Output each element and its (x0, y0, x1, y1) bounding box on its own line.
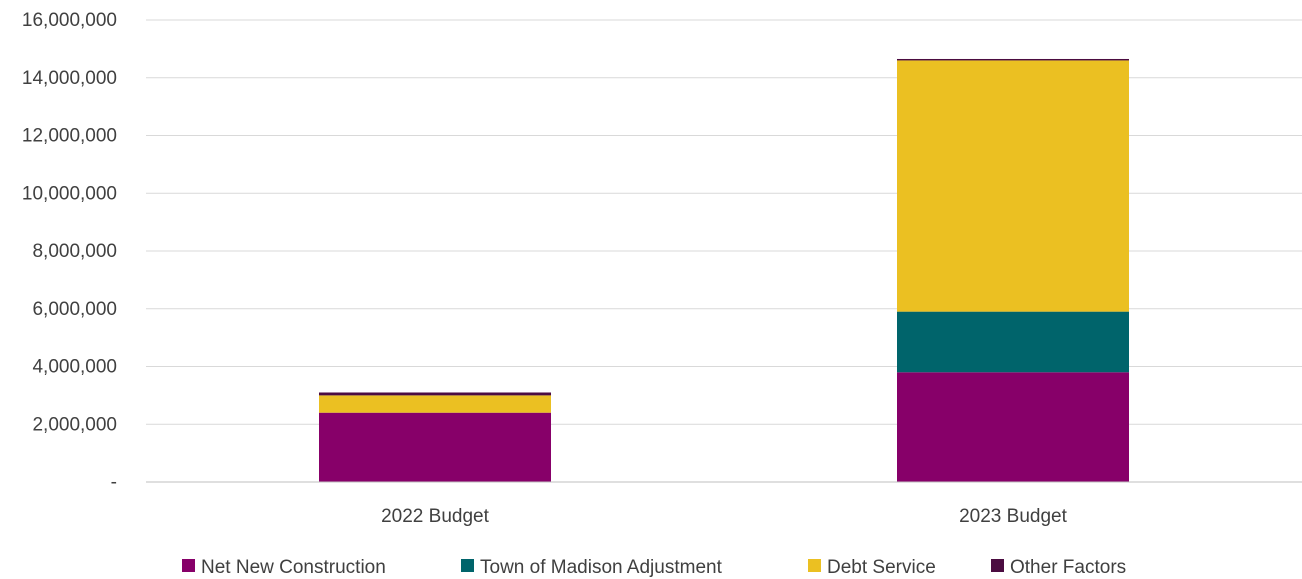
legend-label: Net New Construction (201, 557, 386, 578)
legend-label: Debt Service (827, 557, 936, 578)
bars (319, 58, 1129, 482)
legend: Net New Construction Town of Madison Adju… (182, 557, 1126, 578)
y-tick-label: - (111, 472, 117, 493)
y-tick-label: 8,000,000 (32, 241, 117, 262)
x-axis: 2022 Budget 2023 Budget (146, 481, 1302, 527)
legend-label: Town of Madison Adjustment (480, 557, 723, 578)
legend-swatch (808, 559, 821, 572)
y-axis-tick-labels: - 2,000,000 4,000,000 6,000,000 8,000,000 10,… (22, 10, 117, 493)
bar-segment-town-of-madison-adjustment (897, 311, 1129, 373)
y-tick-label: 10,000,000 (22, 183, 117, 204)
x-tick-label: 2022 Budget (381, 506, 489, 527)
bar-segment-net-new-construction (897, 372, 1129, 482)
legend-swatch (461, 559, 474, 572)
y-tick-label: 2,000,000 (32, 414, 117, 435)
bar-segment-other-factors (897, 58, 1129, 61)
y-tick-label: 16,000,000 (22, 10, 117, 31)
legend-label: Other Factors (1010, 557, 1126, 578)
bar-segment-other-factors (319, 392, 551, 396)
x-tick-label: 2023 Budget (959, 506, 1067, 527)
y-tick-label: 6,000,000 (32, 299, 117, 320)
y-tick-label: 14,000,000 (22, 68, 117, 89)
legend-swatch (991, 559, 1004, 572)
gridlines (146, 19, 1302, 425)
y-tick-label: 12,000,000 (22, 126, 117, 147)
bar-segment-debt-service (319, 395, 551, 413)
y-tick-label: 4,000,000 (32, 357, 117, 378)
legend-swatch (182, 559, 195, 572)
bar-segment-debt-service (897, 60, 1129, 312)
bar-segment-net-new-construction (319, 412, 551, 482)
